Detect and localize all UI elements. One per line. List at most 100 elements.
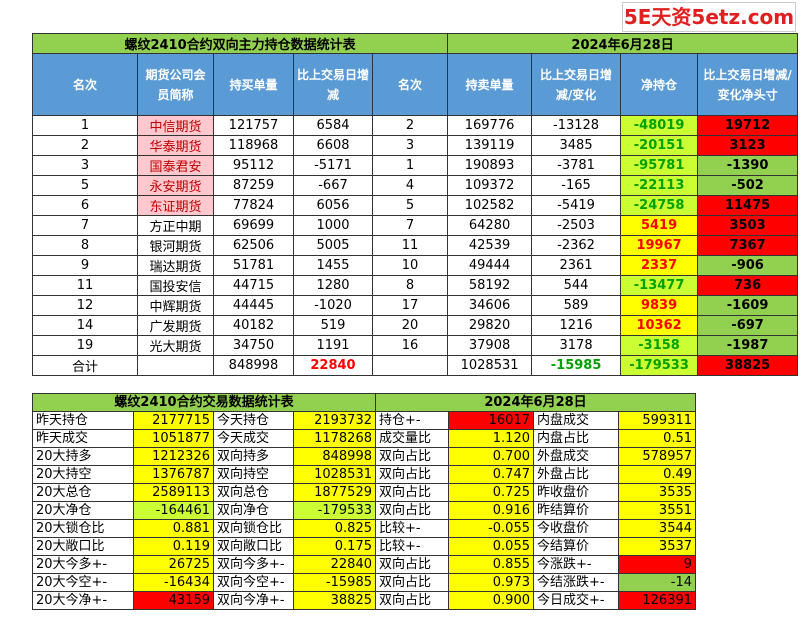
cell: 6 bbox=[32, 195, 138, 216]
data-row: 6 东证期货 77824 6056 5 102582 -5419 -24758 11475 bbox=[32, 195, 799, 216]
cell: 37908 bbox=[447, 335, 533, 356]
cell: -2503 bbox=[531, 215, 622, 236]
data-row: 20大净仓 -164461 双向净仓 -179533 双向占比 0.916 昨结算价 3551 bbox=[32, 501, 697, 520]
label-cell: 外盘成交 bbox=[533, 447, 619, 466]
cell: 3 bbox=[371, 135, 449, 156]
cell: -165 bbox=[531, 175, 622, 196]
label-cell: 今收盘价 bbox=[533, 519, 619, 538]
data-row: 20大今多+- 26725 双向今多+- 22840 双向占比 0.855 今涨跌+- 9 bbox=[32, 555, 697, 574]
value-cell: 38825 bbox=[293, 591, 376, 610]
value-cell: 0.855 bbox=[448, 555, 534, 574]
cell: 广发期货 bbox=[137, 315, 214, 336]
cell: 8 bbox=[371, 275, 449, 296]
cell: 19967 bbox=[620, 235, 699, 256]
cell: 中辉期货 bbox=[137, 295, 214, 316]
label-cell: 20大锁仓比 bbox=[32, 519, 134, 538]
cell: 3 bbox=[32, 155, 138, 176]
label-cell: 外盘占比 bbox=[533, 465, 619, 484]
header-cell: 比上交易日增减 bbox=[293, 53, 373, 116]
data-row: 2 华泰期货 118968 6608 3 139119 3485 -20151 3123 bbox=[32, 135, 799, 156]
label-cell: 双向敞口比 bbox=[213, 537, 294, 556]
value-cell: 599311 bbox=[617, 411, 697, 430]
cell: 51781 bbox=[213, 255, 294, 276]
data-row: 12 中辉期货 44445 -1020 17 34606 589 9839 -1609 bbox=[32, 295, 799, 316]
data-row: 昨天成交 1051877 今天成交 1178268 成交量比 1.120 内盘占比 0.51 bbox=[32, 429, 697, 448]
cell: 519 bbox=[293, 315, 373, 336]
cell: 11 bbox=[371, 235, 449, 256]
data-row: 3 国泰君安 95112 -5171 1 190893 -3781 -95781 -1390 bbox=[32, 155, 799, 176]
total-row: 合计 848998 22840 1028531 -15985 -179533 38825 bbox=[32, 355, 799, 376]
cell: -15985 bbox=[531, 355, 622, 376]
cell: 736 bbox=[697, 275, 799, 296]
cell: 3178 bbox=[531, 335, 622, 356]
cell: 19 bbox=[32, 335, 138, 356]
cell: 合计 bbox=[32, 355, 138, 376]
value-cell: 1028531 bbox=[293, 465, 376, 484]
value-cell: 3537 bbox=[617, 537, 697, 556]
cell: 3485 bbox=[531, 135, 622, 156]
value-cell: 2193732 bbox=[293, 411, 376, 430]
label-cell: 20大总仓 bbox=[32, 483, 134, 502]
label-cell: 双向持空 bbox=[213, 465, 294, 484]
label-cell: 双向今多+- bbox=[213, 555, 294, 574]
label-cell: 双向占比 bbox=[375, 573, 449, 592]
cell: 华泰期货 bbox=[137, 135, 214, 156]
cell: 29820 bbox=[447, 315, 533, 336]
header-cell: 名次 bbox=[32, 53, 138, 116]
cell: 6056 bbox=[293, 195, 373, 216]
cell: 9 bbox=[32, 255, 138, 276]
cell: 1216 bbox=[531, 315, 622, 336]
cell: -5171 bbox=[293, 155, 373, 176]
label-cell: 双向锁仓比 bbox=[213, 519, 294, 538]
value-cell: 0.973 bbox=[448, 573, 534, 592]
cell: 4 bbox=[371, 175, 449, 196]
value-cell: 1212326 bbox=[133, 447, 214, 466]
data-row: 昨天持仓 2177715 今天持仓 2193732 持仓+- 16017 内盘成交 59931… bbox=[32, 411, 697, 430]
table-date: 2024年6月28日 bbox=[374, 393, 697, 412]
data-row: 20大今空+- -16434 双向今空+- -15985 双向占比 0.973 今结涨跌+-… bbox=[32, 573, 697, 592]
cell: 95112 bbox=[213, 155, 294, 176]
cell: -13477 bbox=[620, 275, 699, 296]
label-cell: 双向占比 bbox=[375, 555, 449, 574]
trade-table: 螺纹2410合约交易数据统计表 2024年6月28日 昨天持仓 2177715 今天持… bbox=[32, 393, 697, 610]
cell: 12 bbox=[32, 295, 138, 316]
cell: -1020 bbox=[293, 295, 373, 316]
data-row: 9 瑞达期货 51781 1455 10 49444 2361 2337 -906 bbox=[32, 255, 799, 276]
cell: 国投安信 bbox=[137, 275, 214, 296]
cell: 19712 bbox=[697, 115, 799, 136]
cell: 光大期货 bbox=[137, 335, 214, 356]
header-cell: 持卖单量 bbox=[447, 53, 533, 116]
cell: 38825 bbox=[697, 355, 799, 376]
cell: 7 bbox=[371, 215, 449, 236]
value-cell: 3551 bbox=[617, 501, 697, 520]
cell: 2 bbox=[371, 115, 449, 136]
label-cell: 昨收盘价 bbox=[533, 483, 619, 502]
label-cell: 双向占比 bbox=[375, 447, 449, 466]
cell: -48019 bbox=[620, 115, 699, 136]
cell: 1191 bbox=[293, 335, 373, 356]
cell: -667 bbox=[293, 175, 373, 196]
cell: 3123 bbox=[697, 135, 799, 156]
cell: 34606 bbox=[447, 295, 533, 316]
value-cell: 1376787 bbox=[133, 465, 214, 484]
cell: 102582 bbox=[447, 195, 533, 216]
label-cell: 昨天持仓 bbox=[32, 411, 134, 430]
value-cell: 2589113 bbox=[133, 483, 214, 502]
label-cell: 今结涨跌+- bbox=[533, 573, 619, 592]
header-cell: 持买单量 bbox=[213, 53, 294, 116]
data-row: 8 银河期货 62506 5005 11 42539 -2362 19967 7367 bbox=[32, 235, 799, 256]
cell: -5419 bbox=[531, 195, 622, 216]
cell: 44715 bbox=[213, 275, 294, 296]
value-cell: 0.51 bbox=[617, 429, 697, 448]
value-cell: 848998 bbox=[293, 447, 376, 466]
value-cell: 22840 bbox=[293, 555, 376, 574]
cell: 139119 bbox=[447, 135, 533, 156]
cell: -1987 bbox=[697, 335, 799, 356]
cell: 87259 bbox=[213, 175, 294, 196]
header-cell: 比上交易日增减/变化净头寸 bbox=[697, 53, 799, 116]
header-cell: 名次 bbox=[371, 53, 449, 116]
cell: 44445 bbox=[213, 295, 294, 316]
cell: 169776 bbox=[447, 115, 533, 136]
value-cell: 2177715 bbox=[133, 411, 214, 430]
